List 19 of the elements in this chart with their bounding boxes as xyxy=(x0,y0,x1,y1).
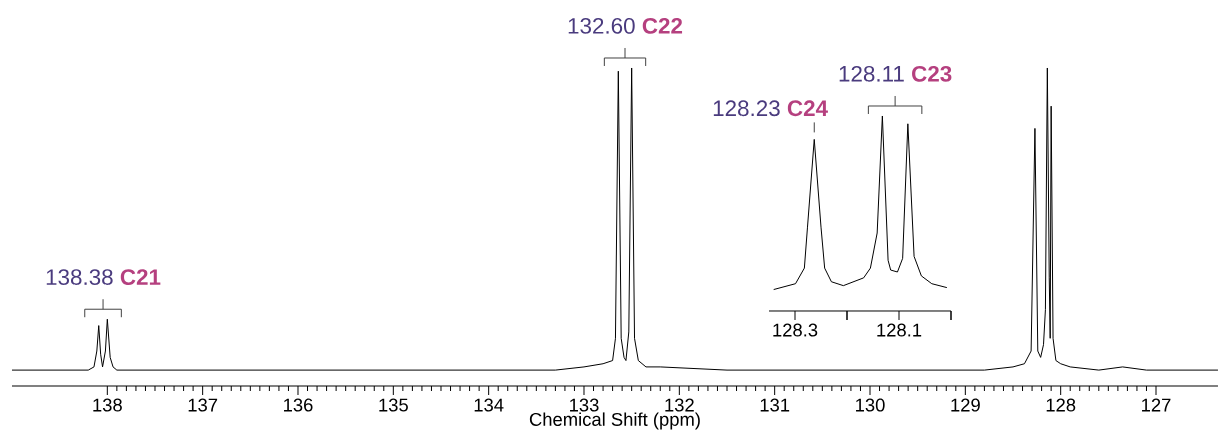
annotation: 138.38 C21 xyxy=(46,269,161,286)
x-axis-title: Chemical Shift (ppm) xyxy=(529,412,700,430)
x-tick-label: 134 xyxy=(474,398,504,412)
x-tick-label: 135 xyxy=(379,398,408,412)
x-tick-label: 128.3 xyxy=(773,323,818,337)
text: 132.60 C22 xyxy=(568,17,683,34)
x-tick-label: 132 xyxy=(665,398,694,412)
x-tick-label: 133 xyxy=(570,398,599,412)
x-tick-label: 131 xyxy=(760,398,790,412)
x-tick-label: 129 xyxy=(951,398,980,412)
x-tick-label: 127 xyxy=(1142,398,1171,412)
x-tick-label: 130 xyxy=(856,398,885,412)
x-tick-label: 136 xyxy=(284,398,313,412)
x-tick-label: 138 xyxy=(93,398,122,412)
annotation: 128.23 C24 xyxy=(713,100,828,117)
x-tick-label: 128.1 xyxy=(877,323,922,337)
annotation: 128.11 C23 xyxy=(839,65,952,82)
x-tick-label: 128 xyxy=(1046,398,1076,412)
x-tick-label: 137 xyxy=(188,398,218,412)
